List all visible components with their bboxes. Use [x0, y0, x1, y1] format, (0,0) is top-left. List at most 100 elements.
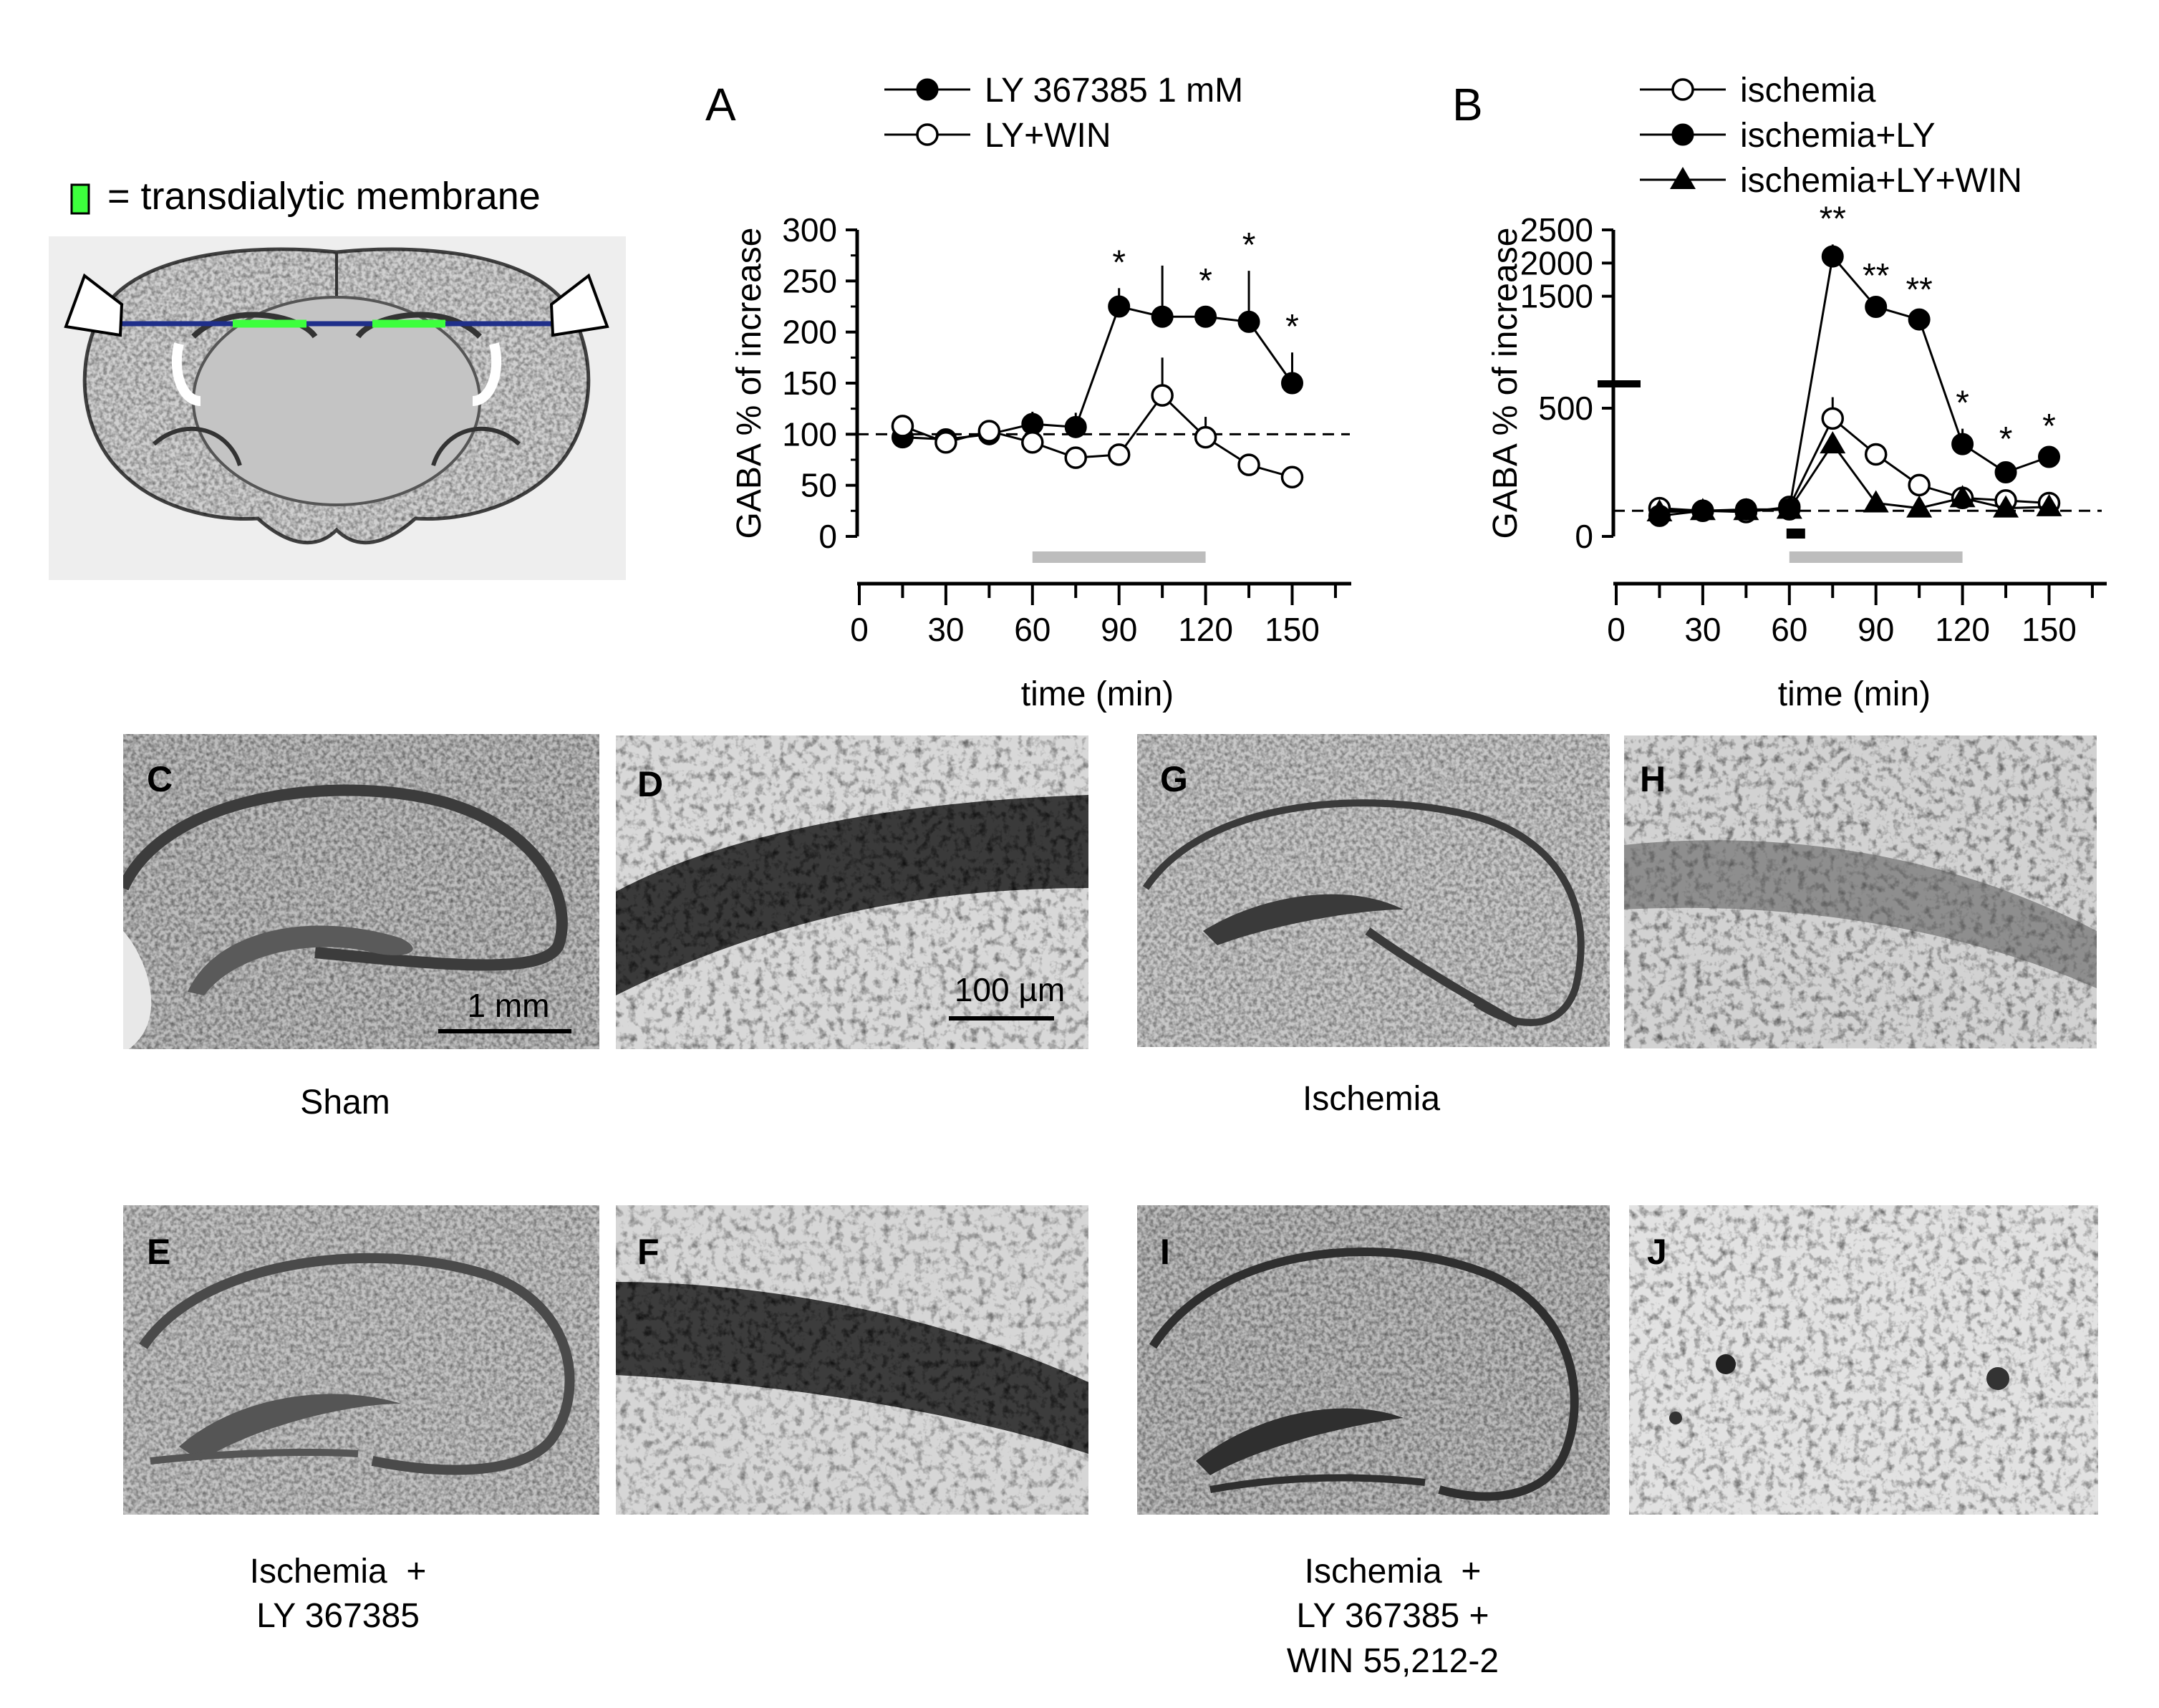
panel-letter: B [1452, 79, 1483, 130]
caption-ischemia-ly-win-line2: LY 367385 + [1296, 1597, 1489, 1635]
micrograph-g [1137, 734, 1610, 1047]
legend-marker [916, 78, 939, 101]
y-tick-label: 0 [818, 518, 837, 555]
membrane-legend-text: = transdialytic membrane [107, 175, 541, 218]
x-tick-label: 30 [1684, 611, 1721, 648]
chart-panel-a: A 0 50 100 150 200 250 300 GABA % of increase 0 30… [705, 72, 1351, 713]
data-point [1151, 305, 1174, 328]
data-point [1951, 433, 1974, 455]
hippocampus-ventral-left [153, 426, 242, 466]
panel-label-d: D [637, 764, 663, 804]
data-point [1993, 495, 2019, 518]
y-tick-label: 100 [782, 415, 837, 453]
data-point [1821, 245, 1844, 268]
data-point [1194, 425, 1217, 449]
y-axis-label: GABA % of increase [1487, 228, 1525, 539]
data-point [1151, 384, 1174, 407]
series-ischemia-ly: **** **** * [1648, 200, 2060, 527]
micrograph-j [1629, 1205, 2098, 1515]
x-tick-label: 120 [1935, 611, 1990, 648]
data-point [1864, 443, 1888, 466]
data-point [1820, 431, 1846, 454]
y-tick-label: 300 [782, 211, 837, 249]
data-point [2036, 493, 2062, 516]
data-point [1646, 498, 1673, 521]
x-tick-label: 30 [927, 611, 964, 648]
treatment-period-bar [1032, 551, 1206, 563]
significance-label: * [1999, 420, 2013, 458]
y-tick-label: 0 [1575, 518, 1593, 555]
brain-schematic: = transdialytic membrane [49, 175, 626, 580]
data-point [1108, 295, 1131, 318]
data-point [1237, 453, 1260, 476]
panel-letter: A [705, 79, 736, 130]
significance-label: * [2042, 407, 2056, 445]
scale-bar-label-100um: 100 µm [955, 971, 1065, 1008]
y-tick-label: 50 [801, 467, 837, 504]
x-tick-label: 120 [1178, 611, 1233, 648]
micrograph-c [123, 734, 599, 1049]
legend-marker [1671, 78, 1694, 101]
data-point [1064, 415, 1087, 438]
data-point [1021, 412, 1044, 435]
data-point [1689, 498, 1716, 521]
data-point [1280, 465, 1304, 489]
series-line [1659, 442, 2049, 513]
data-point [1733, 498, 1759, 521]
legend-label: ischemia+LY [1740, 117, 1936, 155]
data-point [1863, 490, 1889, 513]
x-tick-label: 60 [1771, 611, 1807, 648]
legend-label: ischemia [1740, 72, 1876, 110]
x-tick-label: 90 [1858, 611, 1894, 648]
caption-sham: Sham [300, 1084, 390, 1121]
x-axis-label: time (min) [1021, 675, 1174, 713]
y-axis-break-mark [1598, 380, 1641, 387]
data-point [1908, 473, 1931, 497]
significance-label: ** [1820, 200, 1846, 238]
x-tick-label: 90 [1101, 611, 1137, 648]
x-tick-label: 150 [1265, 611, 1320, 648]
panel-label-j: J [1647, 1232, 1667, 1272]
panel-label-h: H [1640, 759, 1666, 799]
x-tick-label: 0 [850, 611, 869, 648]
membrane-legend-swatch [70, 183, 90, 215]
y-tick-label: 150 [782, 365, 837, 402]
scale-bar-label-1mm: 1 mm [468, 987, 550, 1024]
micrograph-e [123, 1205, 599, 1515]
treatment-period-bar [1789, 551, 1963, 563]
caption-ischemia-ly-win-line3: WIN 55,212-2 [1287, 1642, 1499, 1680]
y-tick-label: 2500 [1520, 211, 1593, 249]
micrograph-f [616, 1205, 1088, 1515]
data-point [1821, 407, 1844, 430]
caption-ischemia-ly-line2: LY 367385 [256, 1597, 420, 1635]
series-line [902, 305, 1293, 440]
ventricle-right [472, 342, 502, 406]
caption-ischemia: Ischemia [1303, 1080, 1440, 1118]
y-tick-label: 200 [782, 314, 837, 351]
data-point [2038, 445, 2060, 468]
y-axis-label: GABA % of increase [730, 228, 768, 539]
x-tick-label: 150 [2022, 611, 2077, 648]
series-ly-367385-1-mm: * * * * [891, 226, 1303, 450]
legend-label: ischemia+LY+WIN [1740, 162, 2022, 200]
data-point [1107, 443, 1131, 466]
caption-ischemia-ly-line1: Ischemia + [250, 1553, 427, 1591]
data-point [977, 420, 1001, 443]
series-line [902, 393, 1293, 478]
panel-label-f: F [637, 1232, 660, 1272]
series-line [1659, 416, 2049, 513]
panel-label-e: E [147, 1232, 170, 1272]
y-tick-label: 250 [782, 262, 837, 299]
panel-label-g: G [1160, 759, 1188, 799]
caption-ischemia-ly-win-line1: Ischemia + [1305, 1553, 1482, 1591]
legend-marker [916, 123, 939, 146]
probe-holder-right [549, 273, 609, 337]
legend-marker [1670, 167, 1696, 189]
series-ly-win [891, 357, 1304, 489]
data-point [934, 430, 957, 454]
panel-label-i: I [1160, 1232, 1170, 1272]
data-point [891, 415, 914, 438]
panel-label-c: C [147, 759, 173, 799]
significance-label: * [1285, 308, 1299, 346]
